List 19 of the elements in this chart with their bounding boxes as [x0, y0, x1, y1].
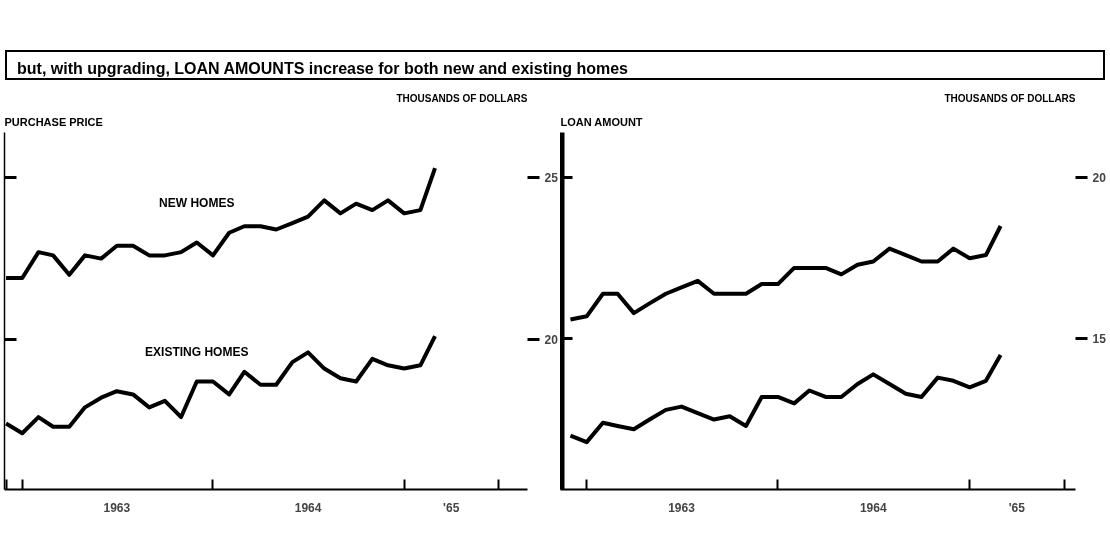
y-tick-label: 15 [1092, 332, 1107, 347]
x-tick-label: 1964 [294, 500, 322, 515]
y-axis-title: THOUSANDS OF DOLLARS [396, 92, 528, 104]
x-tick-label: 1963 [668, 500, 696, 515]
line-series [568, 224, 1003, 322]
x-tick-label: 1963 [103, 500, 131, 515]
y-tick-label: 20 [544, 332, 559, 347]
y-tick-label: 25 [544, 171, 559, 186]
chart-title: but, with upgrading, LOAN AMOUNTS increase for both new and existing homes [17, 59, 628, 79]
series-label: NEW HOMES [159, 196, 235, 211]
chart-subtitle: PURCHASE PRICE [4, 115, 103, 128]
y-tick-label: 20 [1092, 171, 1107, 186]
line-series [568, 353, 1003, 445]
x-tick-label: '65 [443, 500, 460, 515]
y-axis-title: THOUSANDS OF DOLLARS [944, 92, 1076, 104]
x-tick-label: 1964 [859, 500, 887, 515]
series-label: EXISTING HOMES [145, 344, 249, 359]
chart-subtitle: LOAN AMOUNT [560, 115, 643, 128]
x-tick-label: '65 [1008, 500, 1026, 515]
